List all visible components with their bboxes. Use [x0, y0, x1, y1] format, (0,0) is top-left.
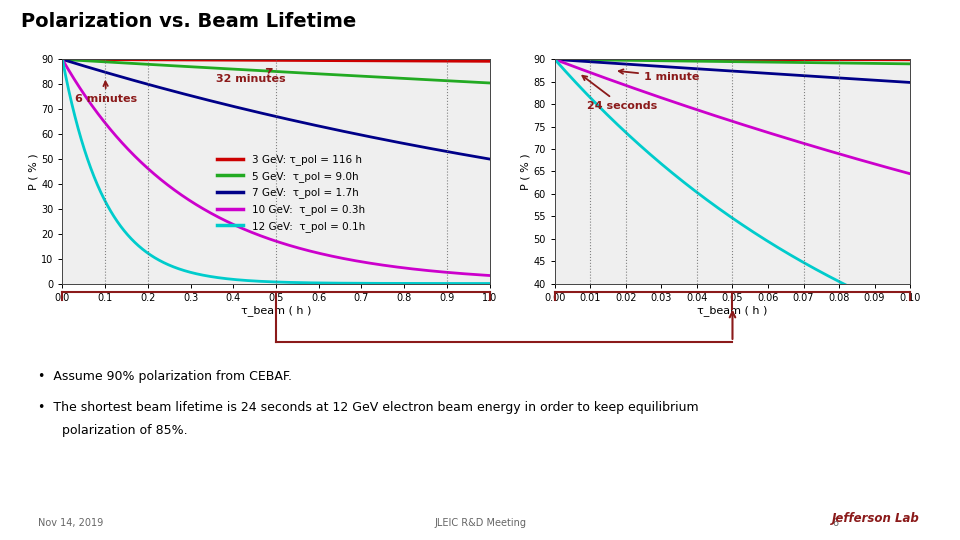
Y-axis label: P ( % ): P ( % ) — [28, 153, 38, 190]
X-axis label: τ_beam ( h ): τ_beam ( h ) — [241, 305, 311, 316]
Text: 6 minutes: 6 minutes — [75, 82, 137, 104]
Text: polarization of 85%.: polarization of 85%. — [62, 424, 188, 437]
Text: •  Assume 90% polarization from CEBAF.: • Assume 90% polarization from CEBAF. — [38, 370, 293, 383]
Text: 32 minutes: 32 minutes — [216, 69, 286, 84]
Text: JLEIC R&D Meeting: JLEIC R&D Meeting — [434, 518, 526, 528]
Text: 1 minute: 1 minute — [619, 69, 699, 82]
Text: Polarization vs. Beam Lifetime: Polarization vs. Beam Lifetime — [21, 12, 356, 31]
X-axis label: τ_beam ( h ): τ_beam ( h ) — [697, 305, 768, 316]
Y-axis label: P ( % ): P ( % ) — [520, 153, 531, 190]
Text: 6: 6 — [832, 518, 838, 528]
Legend: 3 GeV: τ_pol = 116 h, 5 GeV:  τ_pol = 9.0h, 7 GeV:  τ_pol = 1.7h, 10 GeV:  τ_pol: 3 GeV: τ_pol = 116 h, 5 GeV: τ_pol = 9.0… — [217, 154, 365, 232]
Text: Jefferson Lab: Jefferson Lab — [832, 512, 920, 525]
Text: •  The shortest beam lifetime is 24 seconds at 12 GeV electron beam energy in or: • The shortest beam lifetime is 24 secon… — [38, 401, 699, 414]
Text: Nov 14, 2019: Nov 14, 2019 — [38, 518, 104, 528]
Text: 24 seconds: 24 seconds — [583, 76, 657, 111]
